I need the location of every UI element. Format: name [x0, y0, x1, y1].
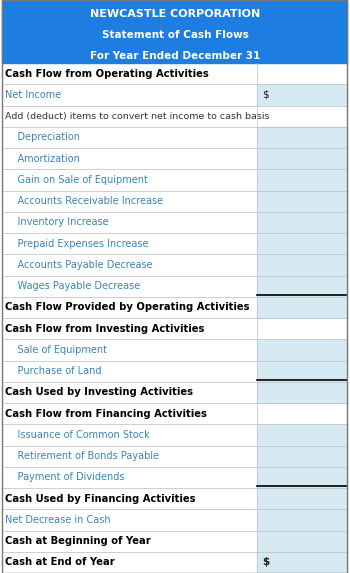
Bar	[2, 339, 346, 360]
Text: Cash Flow Provided by Operating Activities: Cash Flow Provided by Operating Activiti…	[5, 303, 249, 312]
Bar	[2, 531, 346, 552]
Bar	[2, 360, 346, 382]
Bar	[2, 0, 346, 63]
Bar	[2, 127, 346, 148]
Bar	[257, 212, 346, 233]
Bar	[2, 467, 346, 488]
Text: Gain on Sale of Equipment: Gain on Sale of Equipment	[5, 175, 147, 185]
Text: Accounts Receivable Increase: Accounts Receivable Increase	[5, 196, 163, 206]
Bar	[2, 488, 346, 509]
Bar	[2, 403, 346, 424]
Text: Retirement of Bonds Payable: Retirement of Bonds Payable	[5, 451, 159, 461]
Text: Inventory Increase: Inventory Increase	[5, 217, 108, 227]
Bar	[257, 85, 346, 105]
Bar	[2, 63, 346, 84]
Text: Amortization: Amortization	[5, 154, 79, 164]
Bar	[257, 191, 346, 211]
Bar	[2, 318, 346, 339]
Text: Net Income: Net Income	[5, 90, 61, 100]
Bar	[2, 84, 346, 105]
Bar	[2, 276, 346, 297]
Bar	[257, 382, 346, 403]
Text: Statement of Cash Flows: Statement of Cash Flows	[102, 30, 248, 40]
Bar	[2, 424, 346, 445]
Bar	[2, 254, 346, 276]
Text: Cash Flow from Operating Activities: Cash Flow from Operating Activities	[5, 69, 208, 79]
Bar	[257, 488, 346, 509]
Text: Cash Flow from Investing Activities: Cash Flow from Investing Activities	[5, 324, 204, 333]
Bar	[257, 254, 346, 275]
Bar	[257, 127, 346, 148]
Bar	[2, 297, 346, 318]
Text: Depreciation: Depreciation	[5, 132, 79, 142]
Text: Accounts Payable Decrease: Accounts Payable Decrease	[5, 260, 152, 270]
Bar	[2, 212, 346, 233]
Bar	[257, 446, 346, 466]
Text: Net Decrease in Cash: Net Decrease in Cash	[5, 515, 110, 525]
Text: Wages Payable Decrease: Wages Payable Decrease	[5, 281, 140, 291]
Text: NEWCASTLE CORPORATION: NEWCASTLE CORPORATION	[90, 9, 260, 19]
Text: Add (deduct) items to convert net income to cash basis: Add (deduct) items to convert net income…	[5, 112, 269, 121]
Bar	[2, 148, 346, 169]
Text: Cash Flow from Financing Activities: Cash Flow from Financing Activities	[5, 409, 206, 419]
Text: Prepaid Expenses Increase: Prepaid Expenses Increase	[5, 238, 148, 249]
Bar	[257, 340, 346, 360]
Bar	[257, 467, 346, 488]
Bar	[2, 382, 346, 403]
Bar	[2, 169, 346, 190]
Bar	[257, 148, 346, 169]
Text: Purchase of Land: Purchase of Land	[5, 366, 101, 376]
Bar	[257, 276, 346, 296]
Text: Cash Used by Financing Activities: Cash Used by Financing Activities	[5, 493, 195, 504]
Text: Payment of Dividends: Payment of Dividends	[5, 472, 124, 482]
Text: Issuance of Common Stock: Issuance of Common Stock	[5, 430, 149, 440]
Bar	[257, 361, 346, 382]
Bar	[2, 190, 346, 212]
Text: Cash Used by Investing Activities: Cash Used by Investing Activities	[5, 387, 193, 397]
Text: $: $	[262, 90, 269, 100]
Bar	[2, 105, 346, 127]
Text: $: $	[262, 558, 270, 567]
Text: For Year Ended December 31: For Year Ended December 31	[90, 50, 260, 61]
Bar	[257, 509, 346, 530]
Bar	[257, 425, 346, 445]
Bar	[2, 552, 346, 573]
Text: Cash at Beginning of Year: Cash at Beginning of Year	[5, 536, 150, 546]
Bar	[257, 233, 346, 254]
Bar	[2, 233, 346, 254]
Bar	[2, 509, 346, 531]
Bar	[257, 297, 346, 317]
Bar	[257, 531, 346, 551]
Bar	[2, 445, 346, 467]
Text: Sale of Equipment: Sale of Equipment	[5, 345, 106, 355]
Bar	[257, 552, 346, 573]
Text: Cash at End of Year: Cash at End of Year	[5, 558, 114, 567]
Bar	[257, 170, 346, 190]
